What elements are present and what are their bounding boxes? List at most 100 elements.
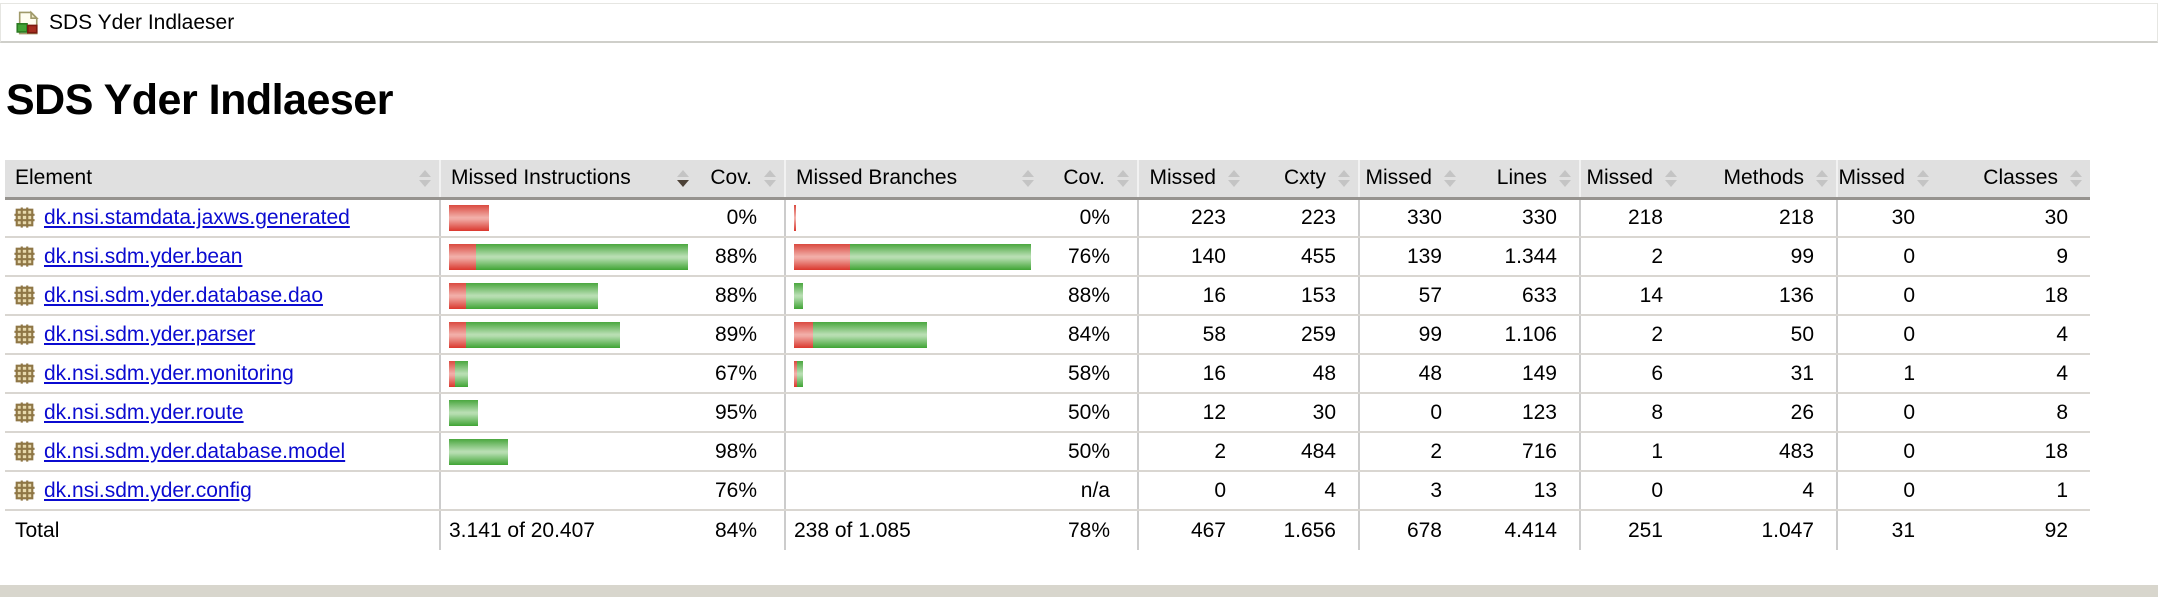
column-header-label: Missed <box>1149 166 1216 190</box>
missed-lines-cell: 0 <box>1358 393 1464 433</box>
column-header-cov-2[interactable]: Cov. <box>697 160 785 200</box>
column-header-cxty-6[interactable]: Cxty <box>1248 160 1359 200</box>
missed-bar-segment <box>794 360 797 387</box>
table-row: dk.nsi.sdm.yder.database.dao 88% 88% 16 153 5… <box>5 276 2090 316</box>
missed-cxty-cell: 140 <box>1137 237 1248 277</box>
covered-bar-segment <box>850 243 1031 270</box>
cxty-cell: 153 <box>1248 276 1359 316</box>
total-instructions-coverage-cell: 84% <box>697 510 785 550</box>
element-link[interactable]: dk.nsi.sdm.yder.config <box>44 478 252 502</box>
covered-bar-segment <box>797 360 803 387</box>
total-instructions-cell: 3.141 of 20.407 <box>439 510 697 550</box>
missed-cxty-cell: 0 <box>1137 471 1248 511</box>
column-header-label: Missed <box>1838 166 1905 190</box>
missed-cxty-cell: 58 <box>1137 315 1248 355</box>
covered-bar-segment <box>476 243 688 270</box>
column-header-element-0[interactable]: Element <box>5 160 440 200</box>
covered-bar-segment <box>466 321 620 348</box>
missed-lines-cell: 99 <box>1358 315 1464 355</box>
missed-cxty-cell: 2 <box>1137 432 1248 472</box>
methods-cell: 136 <box>1685 276 1837 316</box>
breadcrumb-label: SDS Yder Indlaeser <box>49 10 235 34</box>
coverage-bar <box>449 438 696 465</box>
column-header-lines-8[interactable]: Lines <box>1464 160 1580 200</box>
total-branches-coverage-cell: 78% <box>1042 510 1138 550</box>
header-row: Element Missed Instructions Cov. Missed Bra… <box>5 160 2090 200</box>
column-header-missed-instructions-1[interactable]: Missed Instructions <box>439 160 697 200</box>
element-link[interactable]: dk.nsi.sdm.yder.database.dao <box>44 283 324 307</box>
total-branches-cell: 238 of 1.085 <box>784 510 1042 550</box>
sort-icon <box>677 169 689 187</box>
missed-methods-cell: 8 <box>1579 393 1685 433</box>
classes-cell: 9 <box>1937 237 2090 277</box>
missed-branches-bar-cell <box>784 393 1042 433</box>
package-icon <box>13 362 36 385</box>
cxty-cell: 30 <box>1248 393 1359 433</box>
element-cell: dk.nsi.sdm.yder.bean <box>5 237 440 277</box>
element-cell: dk.nsi.sdm.yder.database.dao <box>5 276 440 316</box>
coverage-table: Element Missed Instructions Cov. Missed Bra… <box>5 160 2090 550</box>
classes-cell: 8 <box>1937 393 2090 433</box>
coverage-bar <box>449 321 696 348</box>
sort-icon <box>1665 169 1677 187</box>
sort-icon <box>1917 169 1929 187</box>
missed-cxty-cell: 16 <box>1137 354 1248 394</box>
classes-cell: 18 <box>1937 276 2090 316</box>
element-cell: dk.nsi.sdm.yder.database.model <box>5 432 440 472</box>
missed-lines-cell: 2 <box>1358 432 1464 472</box>
cxty-cell: 484 <box>1248 432 1359 472</box>
instructions-coverage-cell: 88% <box>697 237 785 277</box>
instructions-coverage-cell: 98% <box>697 432 785 472</box>
sort-icon <box>1117 169 1129 187</box>
missed-classes-cell: 0 <box>1836 393 1937 433</box>
total-lines-cell: 4.414 <box>1464 510 1580 550</box>
package-icon <box>13 206 36 229</box>
covered-bar-segment <box>449 399 478 426</box>
column-header-missed-9[interactable]: Missed <box>1579 160 1685 200</box>
element-link[interactable]: dk.nsi.sdm.yder.bean <box>44 244 243 268</box>
missed-lines-cell: 3 <box>1358 471 1464 511</box>
missed-instructions-bar-cell <box>439 276 697 316</box>
missed-methods-cell: 1 <box>1579 432 1685 472</box>
element-link[interactable]: dk.nsi.sdm.yder.database.model <box>44 439 346 463</box>
column-header-methods-10[interactable]: Methods <box>1685 160 1837 200</box>
coverage-bar <box>794 478 1041 504</box>
coverage-bar <box>794 282 1041 309</box>
instructions-coverage-cell: 76% <box>697 471 785 511</box>
sort-icon <box>1022 169 1034 187</box>
element-link[interactable]: dk.nsi.sdm.yder.parser <box>44 322 256 346</box>
sort-icon <box>1444 169 1456 187</box>
missed-classes-cell: 0 <box>1836 315 1937 355</box>
coverage-bar <box>449 478 696 504</box>
classes-cell: 1 <box>1937 471 2090 511</box>
sort-icon <box>419 169 431 187</box>
missed-methods-cell: 14 <box>1579 276 1685 316</box>
missed-methods-cell: 0 <box>1579 471 1685 511</box>
element-link[interactable]: dk.nsi.stamdata.jaxws.generated <box>44 205 350 229</box>
column-header-missed-7[interactable]: Missed <box>1358 160 1464 200</box>
branches-coverage-cell: 76% <box>1042 237 1138 277</box>
element-link[interactable]: dk.nsi.sdm.yder.route <box>44 400 244 424</box>
coverage-bar <box>449 282 696 309</box>
column-header-missed-5[interactable]: Missed <box>1137 160 1248 200</box>
classes-cell: 18 <box>1937 432 2090 472</box>
column-header-missed-11[interactable]: Missed <box>1836 160 1937 200</box>
column-header-cov-4[interactable]: Cov. <box>1042 160 1138 200</box>
missed-lines-cell: 48 <box>1358 354 1464 394</box>
instructions-coverage-cell: 95% <box>697 393 785 433</box>
column-header-label: Missed Instructions <box>451 166 631 190</box>
coverage-bar <box>449 243 696 270</box>
column-header-missed-branches-3[interactable]: Missed Branches <box>784 160 1042 200</box>
column-header-label: Missed Branches <box>796 166 958 190</box>
table-row: dk.nsi.sdm.yder.bean 88% 76% 140 455 139 1.344… <box>5 237 2090 277</box>
column-header-classes-12[interactable]: Classes <box>1937 160 2090 200</box>
covered-bar-segment <box>794 282 803 309</box>
element-link[interactable]: dk.nsi.sdm.yder.monitoring <box>44 361 294 385</box>
covered-bar-segment <box>813 321 927 348</box>
sort-icon <box>2070 169 2082 187</box>
branches-coverage-cell: 58% <box>1042 354 1138 394</box>
cxty-cell: 259 <box>1248 315 1359 355</box>
package-icon <box>13 401 36 424</box>
branches-coverage-cell: n/a <box>1042 471 1138 511</box>
total-missed-lines-cell: 678 <box>1358 510 1464 550</box>
